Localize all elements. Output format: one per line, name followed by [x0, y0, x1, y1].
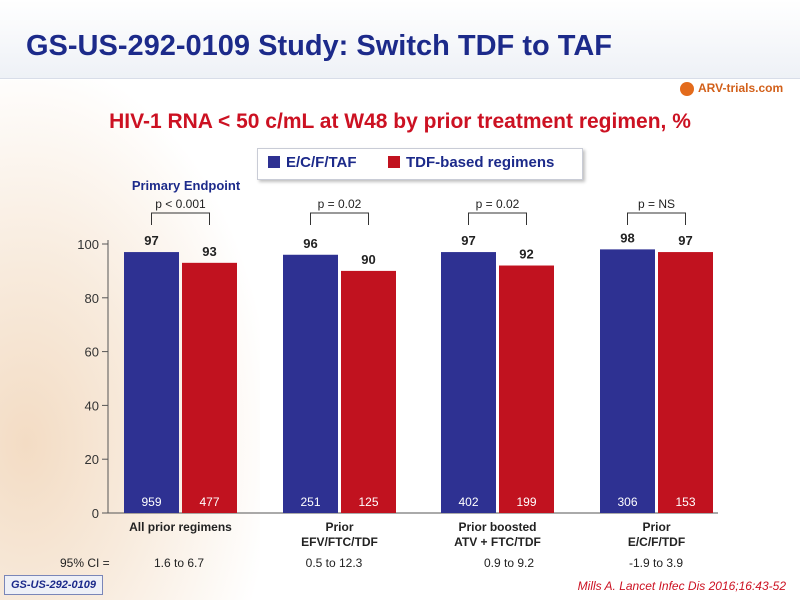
p-value-bracket — [151, 212, 210, 225]
ci-row-label: 95% CI = — [60, 556, 110, 570]
bar-value-label: 97 — [144, 233, 158, 248]
bar-n-label: 125 — [358, 495, 378, 509]
y-tick-label: 0 — [92, 506, 99, 521]
bar-taf — [124, 252, 179, 513]
bar-taf — [441, 252, 496, 513]
primary-endpoint-label: Primary Endpoint — [132, 178, 241, 193]
slide-title: GS-US-292-0109 Study: Switch TDF to TAF — [26, 30, 612, 62]
bar-value-label: 90 — [361, 252, 375, 267]
p-value-label: p = NS — [638, 197, 675, 211]
bar-value-label: 92 — [519, 247, 533, 262]
legend-swatch-series-2 — [388, 156, 400, 168]
title-bar: GS-US-292-0109 Study: Switch TDF to TAF — [0, 0, 800, 79]
x-category-label: E/C/F/TDF — [628, 535, 685, 549]
bar-value-label: 97 — [461, 233, 475, 248]
y-tick-label: 80 — [85, 291, 99, 306]
bar-taf — [600, 249, 655, 513]
logo-text: ARV-trials.com — [698, 81, 784, 95]
y-tick-label: 40 — [85, 398, 99, 413]
bar-value-label: 97 — [678, 233, 692, 248]
bar-tdf — [499, 265, 554, 513]
x-category-label: Prior — [642, 520, 670, 534]
y-tick-label: 20 — [85, 452, 99, 467]
study-badge: GS-US-292-0109 — [4, 575, 103, 595]
ci-value-label: 1.6 to 6.7 — [154, 556, 204, 570]
bar-n-label: 199 — [516, 495, 536, 509]
bar-value-label: 98 — [620, 230, 634, 245]
bar-tdf — [341, 270, 396, 513]
citation: Mills A. Lancet Infec Dis 2016;16:43-52 — [577, 579, 786, 593]
bar-n-label: 251 — [300, 495, 320, 509]
x-category-label: EFV/FTC/TDF — [301, 535, 378, 549]
p-value-label: p = 0.02 — [318, 197, 362, 211]
bar-n-label: 153 — [675, 495, 695, 509]
ci-value-label: 0.5 to 12.3 — [306, 556, 363, 570]
bar-n-label: 306 — [617, 495, 637, 509]
bar-value-label: 96 — [303, 236, 317, 251]
bar-n-label: 402 — [458, 495, 478, 509]
x-category-label: Prior — [325, 520, 353, 534]
bar-n-label: 477 — [199, 495, 219, 509]
bar-taf — [283, 254, 338, 513]
bar-value-label: 93 — [202, 244, 216, 259]
p-value-label: p = 0.02 — [476, 197, 520, 211]
ci-value-label: -1.9 to 3.9 — [629, 556, 683, 570]
chart-subtitle: HIV-1 RNA < 50 c/mL at W48 by prior trea… — [109, 110, 691, 133]
y-tick-label: 100 — [77, 237, 99, 252]
p-value-bracket — [310, 212, 369, 225]
bar-tdf — [182, 262, 237, 513]
x-category-label: Prior boosted — [458, 520, 536, 534]
legend-label-series-1: E/C/F/TAF — [286, 154, 357, 171]
legend-item-series-2: TDF-based regimens — [388, 154, 554, 171]
y-tick-label: 60 — [85, 345, 99, 360]
legend-label-series-2: TDF-based regimens — [406, 154, 555, 171]
chart-legend: E/C/F/TAF TDF-based regimens — [257, 148, 583, 180]
p-value-label: p < 0.001 — [155, 197, 206, 211]
ci-value-label: 0.9 to 9.2 — [484, 556, 534, 570]
x-category-label: All prior regimens — [129, 520, 232, 534]
x-category-label: ATV + FTC/TDF — [454, 535, 541, 549]
bar-tdf — [658, 252, 713, 513]
p-value-bracket — [627, 212, 686, 225]
logo-icon — [680, 82, 694, 96]
legend-swatch-series-1 — [268, 156, 280, 168]
bar-n-label: 959 — [141, 495, 161, 509]
p-value-bracket — [468, 212, 527, 225]
legend-item-series-1: E/C/F/TAF — [268, 154, 357, 171]
